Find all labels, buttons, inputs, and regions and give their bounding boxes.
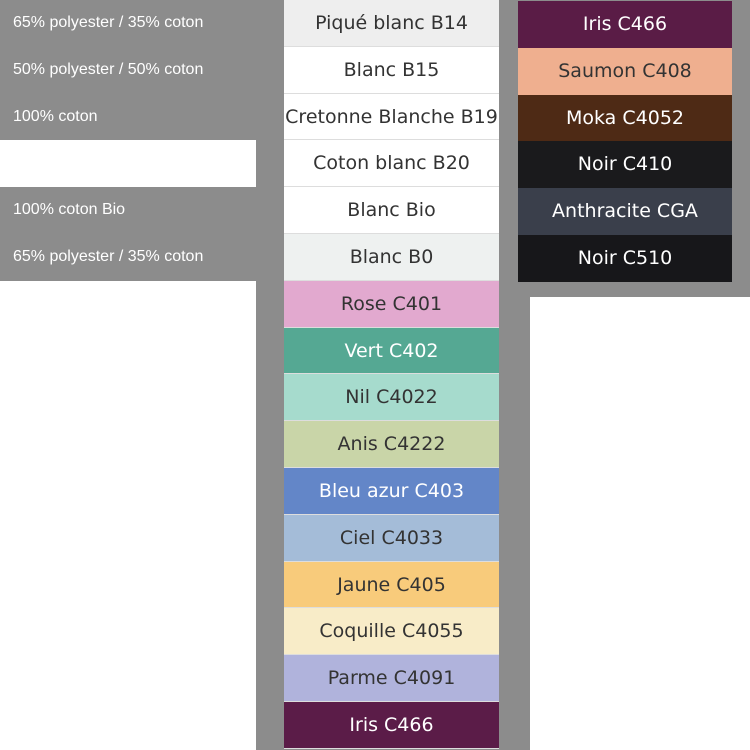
color-swatch[interactable]: Nil C4022 — [284, 374, 499, 422]
color-swatch[interactable]: Vert C402 — [284, 327, 499, 375]
color-swatch[interactable]: Piqué blanc B14 — [284, 0, 499, 47]
color-swatch[interactable]: Coquille C4055 — [284, 608, 499, 656]
color-swatch[interactable]: Bleu azur C403 — [284, 467, 499, 515]
composition-label: 100% coton Bio — [0, 187, 256, 234]
color-swatch[interactable]: Coton blanc B20 — [284, 140, 499, 188]
color-swatch[interactable]: Rose C401 — [284, 280, 499, 328]
composition-column: 65% polyester / 35% coton 50% polyester /… — [0, 0, 256, 281]
color-swatch[interactable]: Saumon C408 — [518, 47, 732, 95]
color-swatch[interactable]: Iris C466 — [284, 701, 499, 749]
color-swatch[interactable]: Noir C510 — [518, 234, 732, 282]
color-swatch[interactable]: Jaune C405 — [284, 561, 499, 609]
color-swatch[interactable]: Blanc B15 — [284, 46, 499, 94]
composition-label: 65% polyester / 35% coton — [0, 0, 256, 47]
color-swatch[interactable]: Parme C4091 — [284, 655, 499, 702]
color-swatch[interactable]: Cretonne Blanche B19 — [284, 93, 499, 141]
color-swatch[interactable]: Moka C4052 — [518, 94, 732, 142]
color-swatch[interactable]: Ciel C4033 — [284, 514, 499, 562]
swatch-column-main: Piqué blanc B14 Blanc B15 Cretonne Blanche… — [284, 0, 499, 749]
color-swatch[interactable]: Anis C4222 — [284, 421, 499, 468]
swatch-column-dark: Iris C466 Saumon C408 Moka C4052 Noir C410 A… — [518, 1, 732, 282]
color-swatch[interactable]: Iris C466 — [518, 1, 732, 48]
composition-label: 50% polyester / 50% coton — [0, 46, 256, 94]
color-swatch[interactable]: Noir C410 — [518, 141, 732, 189]
composition-label: 100% coton — [0, 93, 256, 141]
composition-label — [0, 140, 256, 188]
composition-label: 65% polyester / 35% coton — [0, 233, 256, 281]
color-swatch[interactable]: Blanc Bio — [284, 187, 499, 234]
color-swatch[interactable]: Blanc B0 — [284, 233, 499, 281]
color-swatch[interactable]: Anthracite CGA — [518, 188, 732, 235]
